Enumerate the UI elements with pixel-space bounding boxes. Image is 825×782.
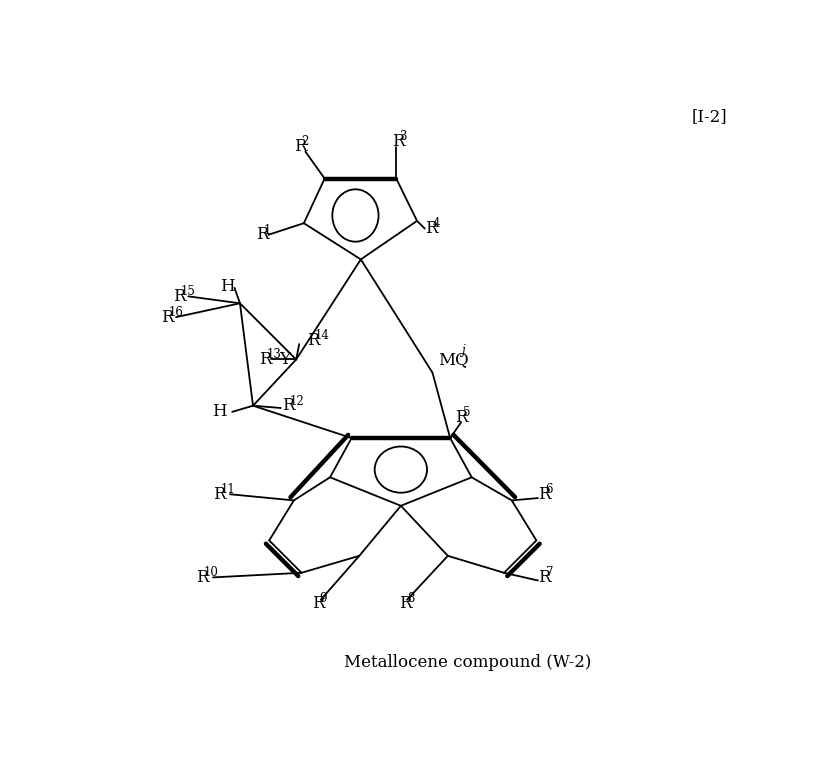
Text: R: R [294,138,306,155]
Text: Metallocene compound (W-2): Metallocene compound (W-2) [344,654,592,671]
Text: 14: 14 [314,329,329,342]
Text: MQ: MQ [438,351,469,368]
Text: 15: 15 [181,285,196,298]
Text: [I-2]: [I-2] [692,109,728,125]
Text: R: R [213,486,225,503]
Text: Y: Y [279,351,290,368]
Text: R: R [161,309,173,325]
Text: R: R [455,409,468,425]
Text: 13: 13 [267,348,282,361]
Text: 1: 1 [264,224,271,237]
Text: 5: 5 [464,406,471,419]
Text: 9: 9 [319,593,327,605]
Text: 10: 10 [204,566,219,579]
Text: R: R [538,486,550,503]
Text: R: R [196,569,209,586]
Text: 4: 4 [432,217,440,231]
Text: R: R [282,397,295,414]
Text: 11: 11 [221,483,235,496]
Text: H: H [212,403,227,420]
Text: R: R [259,351,271,368]
Text: j: j [461,344,464,357]
Text: R: R [392,133,404,150]
Text: 12: 12 [290,395,304,407]
Text: H: H [220,278,234,295]
Text: 3: 3 [399,131,407,143]
Text: R: R [538,569,550,586]
Text: 8: 8 [407,593,414,605]
Text: 16: 16 [168,306,183,319]
Text: R: R [173,288,186,305]
Text: 2: 2 [302,135,309,148]
Text: R: R [399,595,412,612]
Text: 7: 7 [545,566,553,579]
Text: R: R [312,595,324,612]
Text: R: R [425,220,437,237]
Text: 6: 6 [545,483,553,496]
Text: R: R [307,332,319,349]
Text: R: R [256,226,269,243]
